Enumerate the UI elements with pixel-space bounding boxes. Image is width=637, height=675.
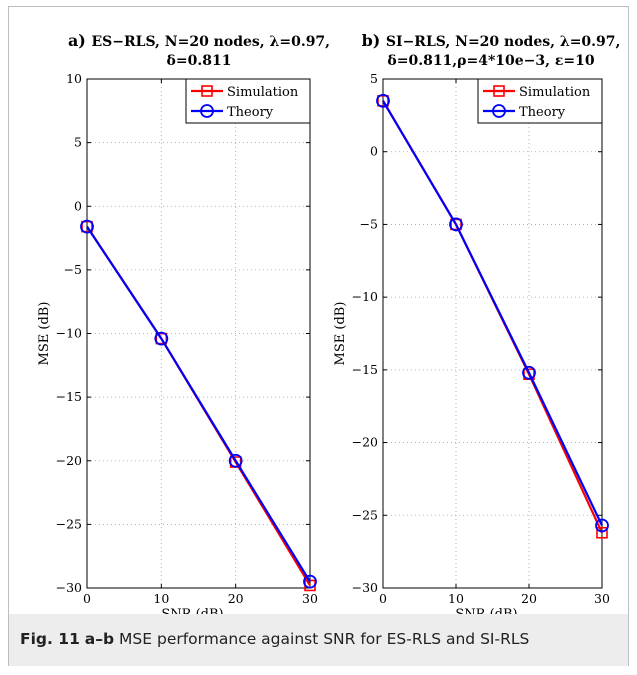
legend-marker-simulation [493,85,505,97]
plot-area-frame [86,78,311,589]
chart-title-line2: δ=0.811,ρ=4*10e−3, ε=10 [387,53,594,69]
data-point-simulation [155,332,168,345]
x-tick-label: 10 [153,591,169,606]
data-point-simulation [596,526,608,539]
y-tick-label: −30 [352,580,378,595]
legend-box [185,78,311,124]
y-tick-label: 5 [74,135,82,150]
data-point-theory [228,453,243,468]
chart-panel-a: a) ES−RLS, N=20 nodes, λ=0.97, δ=0.811 0 10… [37,31,330,622]
caption-panels: a–b [84,630,115,648]
y-tick-label: 0 [74,198,82,213]
series-line-simulation [382,100,603,534]
chart-panel-b: b) SI−RLS, N=20 nodes, λ=0.97, δ=0.811,ρ=… [333,31,620,622]
x-tick-label: 20 [228,591,244,606]
x-tick-label: 20 [521,591,537,606]
legend-label-simulation: Simulation [519,85,591,100]
data-point-theory [595,518,609,533]
y-tick-label: −15 [56,389,82,404]
y-tick-label: 0 [370,144,378,159]
data-point-theory [449,217,463,232]
chart-title-line2: δ=0.811 [167,53,232,69]
x-tick-label: 30 [302,591,318,606]
legend-label-simulation: Simulation [227,85,299,100]
legend-marker-theory [492,104,506,118]
data-point-theory [376,93,390,108]
chart-title: b) SI−RLS, N=20 nodes, λ=0.97, [362,31,621,50]
legend-marker-simulation [201,85,213,97]
legend-label-theory: Theory [519,105,566,120]
y-tick-label: −5 [64,262,82,277]
caption-label: Fig. 11 [20,630,80,648]
series-line-theory [382,100,603,526]
data-point-simulation [81,220,93,233]
legend: Simulation Theory [477,78,603,124]
data-point-theory [80,219,94,234]
caption-text: MSE performance against SNR for ES-RLS a… [119,630,530,648]
legend-marker-theory [200,104,214,118]
y-tick-label: 10 [66,71,82,86]
y-axis-label: MSE (dB) [37,302,52,366]
y-tick-label: 5 [370,71,378,86]
chart-title: a) ES−RLS, N=20 nodes, λ=0.97, [68,31,330,50]
x-tick-label: 30 [594,591,610,606]
data-point-simulation [377,95,389,107]
panel-letter: b) [362,31,386,50]
y-tick-label: −25 [352,507,378,522]
legend-label-theory: Theory [227,105,274,120]
y-tick-label: −20 [352,435,378,450]
x-tick-label: 0 [83,591,91,606]
data-point-theory [522,365,536,380]
y-tick-label: −10 [352,289,378,304]
data-point-simulation [450,218,462,231]
panel-letter: a) [68,31,92,50]
legend: Simulation Theory [185,78,311,124]
figure-caption: Fig. 11 a–b MSE performance against SNR … [9,614,628,666]
series-line-theory [86,226,311,583]
y-axis-label: MSE (dB) [333,302,348,366]
data-point-theory [154,331,169,346]
chart-title-line1: ES−RLS, N=20 nodes, λ=0.97, [91,34,330,50]
data-point-theory [303,574,317,589]
y-tick-label: −15 [352,362,378,377]
y-tick-label: −10 [56,326,82,341]
x-tick-label: 10 [448,591,464,606]
x-tick-label: 0 [379,591,387,606]
series-line-simulation [86,226,311,587]
y-tick-label: −20 [56,453,82,468]
chart-title-line1: SI−RLS, N=20 nodes, λ=0.97, [386,34,620,50]
y-tick-label: −5 [360,216,378,231]
y-tick-label: −25 [56,516,82,531]
y-tick-label: −30 [56,580,82,595]
